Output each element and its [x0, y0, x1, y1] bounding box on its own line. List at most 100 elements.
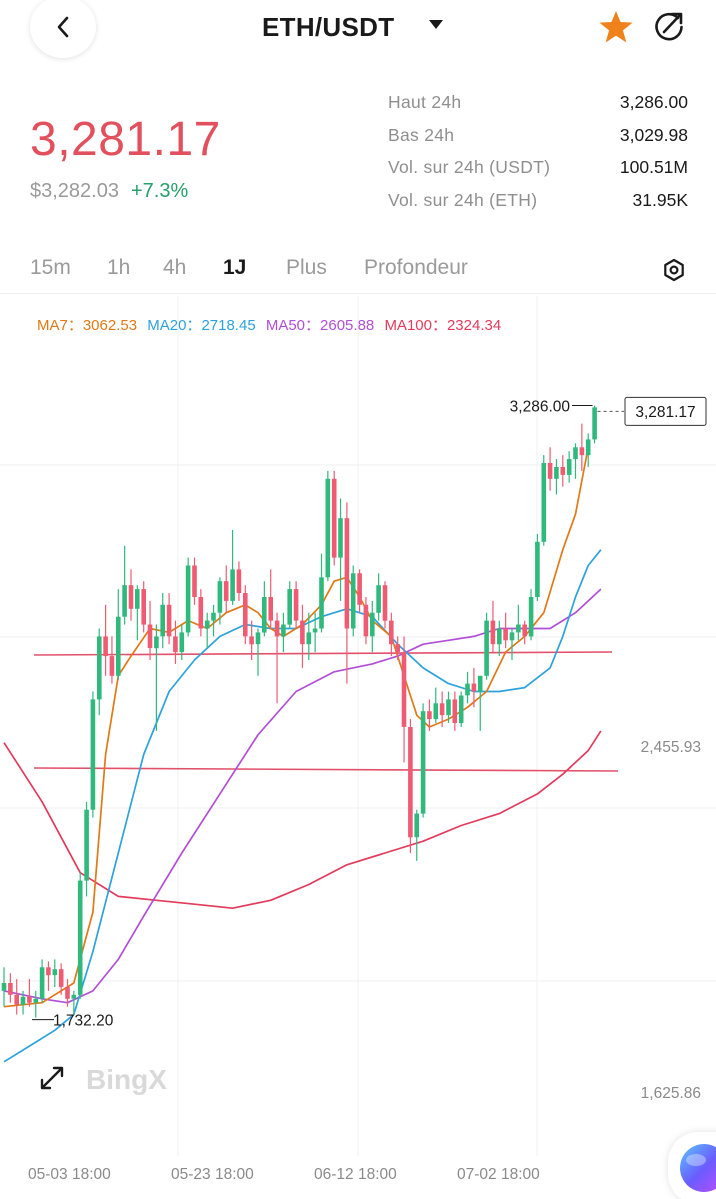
back-button[interactable]	[30, 0, 96, 58]
candle	[268, 569, 273, 629]
candle-body	[128, 585, 134, 609]
candle-body	[230, 569, 235, 601]
x-tick-label: 07-02 18:00	[457, 1166, 540, 1183]
candle	[90, 691, 96, 818]
candle	[573, 443, 578, 479]
stat-label: Haut 24h	[388, 92, 462, 112]
pair-title[interactable]: ETH/USDT	[262, 12, 395, 42]
tab-4h[interactable]: 4h	[163, 256, 187, 279]
candlestick-chart[interactable]: BingX 3,286.00 1,732.20 3,281.17 2,455.93 1,…	[0, 296, 716, 1156]
candle-body	[319, 577, 324, 629]
tab-plus[interactable]: Plus	[286, 256, 327, 279]
candle	[503, 612, 508, 649]
star-icon[interactable]	[598, 10, 634, 44]
expand-icon[interactable]	[40, 1066, 64, 1090]
candle-body	[535, 541, 540, 597]
level-lines	[33, 651, 619, 772]
candle-body	[497, 628, 502, 645]
candle-body	[255, 632, 261, 645]
candle	[27, 979, 32, 1007]
candle	[236, 561, 242, 601]
candle-body	[274, 620, 280, 637]
candle-body	[160, 604, 165, 637]
candle-body	[20, 996, 26, 1005]
tab-1h[interactable]: 1h	[107, 256, 131, 279]
ma100-line	[3, 730, 602, 910]
share-icon[interactable]	[652, 10, 686, 44]
candle	[458, 691, 464, 727]
candle-body	[287, 589, 292, 625]
candle	[414, 809, 419, 861]
candle	[471, 667, 477, 708]
candle-body	[439, 703, 445, 716]
candle	[97, 628, 102, 716]
candle-body	[293, 589, 299, 621]
candle	[192, 557, 197, 605]
candle	[281, 612, 286, 653]
assistant-button[interactable]	[668, 1132, 716, 1199]
candle	[554, 459, 559, 495]
candle	[560, 455, 566, 487]
candle	[357, 569, 362, 613]
settings-icon[interactable]	[662, 258, 686, 282]
candle	[370, 600, 375, 653]
candle	[331, 470, 337, 566]
candle	[116, 589, 121, 680]
caret-down-icon[interactable]	[428, 19, 444, 31]
candle	[243, 585, 248, 645]
candle-body	[350, 573, 356, 629]
usd-price: $3,282.03	[30, 180, 119, 202]
candle	[211, 604, 216, 637]
candle	[344, 502, 350, 684]
candle	[262, 581, 267, 637]
candle	[71, 990, 77, 1015]
candle	[14, 979, 19, 1015]
candle	[185, 557, 191, 637]
candle-body	[185, 565, 191, 633]
candle-body	[217, 581, 223, 613]
candle-body	[58, 969, 64, 987]
high-label: 3,286.00	[510, 399, 571, 416]
candle-body	[135, 589, 140, 609]
candle-body	[103, 636, 108, 657]
candle	[389, 612, 394, 657]
tab-1j[interactable]: 1J	[223, 256, 247, 279]
tab-15m[interactable]: 15m	[30, 256, 71, 279]
candle-body	[147, 624, 153, 649]
candle-body	[465, 683, 470, 696]
candle-body	[306, 632, 312, 645]
candle-body	[109, 656, 115, 676]
candle	[452, 691, 458, 731]
candle	[1, 967, 7, 1007]
candle	[173, 620, 178, 664]
candle	[528, 589, 534, 641]
tab-profondeur[interactable]: Profondeur	[364, 256, 468, 279]
candle-body	[249, 636, 254, 645]
candle-body	[1, 983, 7, 991]
candle	[312, 612, 318, 653]
candle	[522, 620, 527, 645]
stat-value: 100.51M	[619, 157, 688, 177]
candle	[166, 593, 172, 645]
candle-body	[46, 967, 51, 976]
candle-body	[592, 407, 597, 440]
stat-value: 31.95K	[632, 189, 688, 210]
candle	[535, 533, 540, 601]
candle-body	[452, 699, 458, 723]
candle-body	[281, 624, 286, 637]
candle	[376, 573, 381, 621]
stat-value: 3,029.98	[619, 124, 688, 145]
candle-body	[52, 969, 58, 976]
candle-body	[211, 612, 216, 621]
candle	[427, 699, 432, 731]
stat-row-low: Bas 24h 3,029.98	[388, 123, 688, 156]
candle-body	[585, 439, 591, 456]
candle-body	[554, 467, 559, 479]
candle-body	[566, 459, 572, 475]
candle	[179, 624, 185, 660]
candle-body	[471, 683, 477, 692]
candle	[439, 691, 445, 727]
candle-body	[408, 727, 413, 838]
candle-body	[97, 636, 102, 700]
stat-value: 3,286.00	[619, 92, 688, 112]
